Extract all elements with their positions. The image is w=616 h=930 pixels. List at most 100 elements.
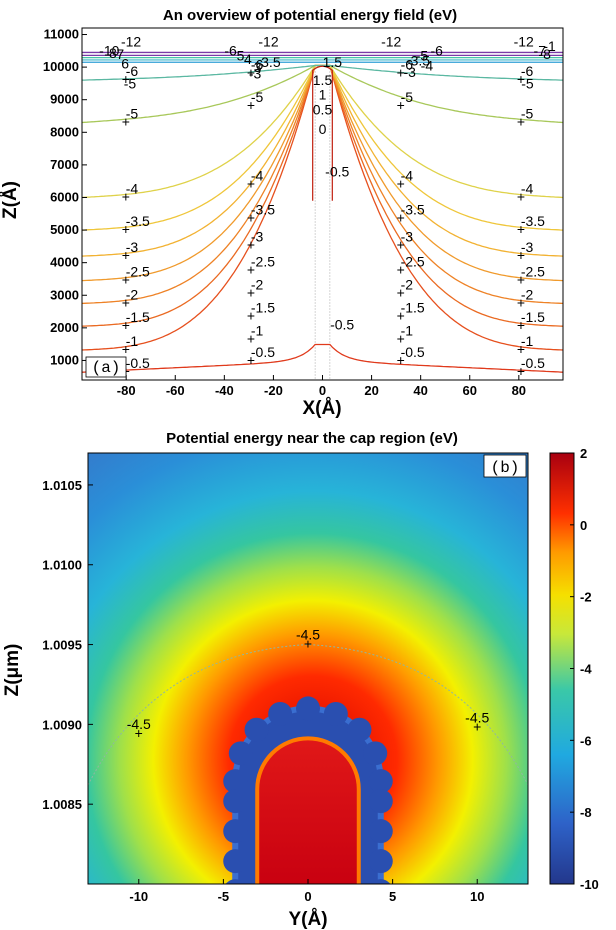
cap-bead	[228, 741, 253, 766]
inner-contour-label: -0.5	[325, 163, 349, 179]
top-contour-label: -6	[224, 43, 237, 59]
top-contour-label: -1	[543, 38, 556, 54]
y-tick-label: 11000	[44, 27, 79, 42]
contour-label-marker: +	[397, 237, 405, 253]
panel-a-contour-plot: -0.5+-0.5+-0.5+-0.5+-1+-1+-1+-1+-1.5+-1.…	[0, 27, 564, 419]
colorbar-tick-label: -6	[580, 733, 592, 748]
panel-b-contour-labels: -4.5+-4.5+-4.5+	[127, 627, 490, 741]
contour-label: -3	[521, 239, 534, 255]
panel-a-label-box	[85, 356, 127, 378]
contour-line	[82, 64, 563, 81]
contour-label-marker: +	[397, 97, 405, 113]
contour-label-marker: +	[247, 330, 255, 346]
contour-label: -6	[251, 57, 264, 73]
top-contour-label: -5	[521, 75, 534, 91]
contour-label: -2.5	[401, 253, 425, 269]
contour-line	[82, 343, 563, 373]
top-contour-label: -4	[421, 57, 434, 73]
inner-contour-label: 0.5	[313, 101, 333, 117]
panel-a-title: An overview of potential energy field (e…	[163, 7, 457, 24]
y-tick-label: 1.0085	[42, 797, 82, 812]
contour-label: -6	[401, 57, 414, 73]
contour-label: -2	[126, 286, 139, 302]
contour-label: -3	[401, 229, 414, 245]
contour-label: -3.5	[251, 202, 275, 218]
panel-a-contours	[82, 51, 563, 380]
top-contour-label: -3.5	[406, 52, 430, 68]
contour-label: -0.5	[126, 355, 150, 371]
contour-label: -0.5	[401, 344, 425, 360]
contour-label: -5	[126, 106, 139, 122]
contour-label: -2	[401, 276, 414, 292]
panel-b-field	[88, 453, 528, 884]
contour-label: -1.5	[401, 299, 425, 315]
top-contour-label: -10	[99, 43, 119, 59]
panel-b-contour-line	[88, 644, 528, 786]
contour-label-marker: +	[397, 261, 405, 277]
x-tick-label: -80	[117, 383, 136, 398]
contour-label: -4	[401, 167, 414, 183]
contour-label: -0.5	[251, 344, 275, 360]
contour-label-marker: +	[473, 719, 481, 735]
contour-label: -3.5	[126, 213, 150, 229]
contour-label: -4.5	[296, 627, 320, 643]
contour-label-marker: +	[247, 237, 255, 253]
top-contour-label: -7	[534, 43, 547, 59]
x-tick-label: 10	[470, 889, 484, 904]
contour-label: -3.5	[401, 202, 425, 218]
contour-label-marker: +	[517, 221, 525, 237]
x-tick-label: 5	[389, 889, 396, 904]
y-tick-label: 1.0095	[42, 638, 82, 653]
x-tick-label: -40	[215, 383, 234, 398]
contour-label: -2.5	[126, 264, 150, 280]
contour-label: -12	[381, 33, 401, 49]
contour-label-marker: +	[247, 284, 255, 300]
cap-bead	[368, 769, 393, 794]
contour-label: -1.5	[126, 309, 150, 325]
contour-label: -1	[126, 333, 139, 349]
top-contour-label: -6	[430, 43, 443, 59]
contour-label: -1.5	[521, 309, 545, 325]
cap-bead	[244, 717, 269, 742]
contour-label: -12	[514, 33, 534, 49]
panel-b-label: (b)	[491, 459, 520, 477]
colorbar-tick-label: -8	[580, 805, 592, 820]
contour-label-marker: +	[247, 97, 255, 113]
contour-label-marker: +	[397, 330, 405, 346]
panel-b-cap	[223, 696, 393, 884]
contour-line	[312, 65, 333, 201]
top-contour-label: -3	[403, 64, 416, 80]
contour-label-marker: +	[247, 175, 255, 191]
top-contour-label: 8	[109, 45, 117, 61]
contour-label-marker: +	[397, 175, 405, 191]
contour-label: -4	[251, 167, 264, 183]
colorbar-tick-label: -10	[580, 877, 599, 892]
x-tick-label: -5	[218, 889, 230, 904]
cap-bead	[223, 789, 248, 814]
inner-contour-label: 1	[319, 87, 327, 103]
inner-contour-label: 1.5	[313, 72, 333, 88]
contour-label: -5	[251, 89, 264, 105]
contour-label: -4	[126, 180, 139, 196]
contour-label: -1.5	[251, 299, 275, 315]
cap-bead	[223, 769, 248, 794]
inner-contour-label: 0	[319, 121, 327, 137]
contour-label: -12	[258, 33, 278, 49]
y-tick-label: 1.0090	[42, 717, 82, 732]
contour-label-marker: +	[122, 294, 130, 310]
contour-label-marker: +	[122, 114, 130, 130]
contour-label-marker: +	[122, 317, 130, 333]
contour-label: -3	[251, 229, 264, 245]
panel-a-ticks: -80 -60 -40 -20 0 20 40 60 801000200030004000500…	[43, 27, 526, 398]
y-tick-label: 1.0100	[42, 558, 82, 573]
contour-label-marker: +	[247, 65, 255, 81]
x-tick-label: -60	[166, 383, 185, 398]
contour-label: -6	[521, 63, 534, 79]
contour-label: -2	[521, 286, 534, 302]
panel-a-background	[82, 28, 563, 380]
cap-bead	[368, 789, 393, 814]
contour-label: -1	[251, 322, 264, 338]
panel-a-xlabel: X(Å)	[302, 398, 341, 419]
contour-label-marker: +	[247, 261, 255, 277]
